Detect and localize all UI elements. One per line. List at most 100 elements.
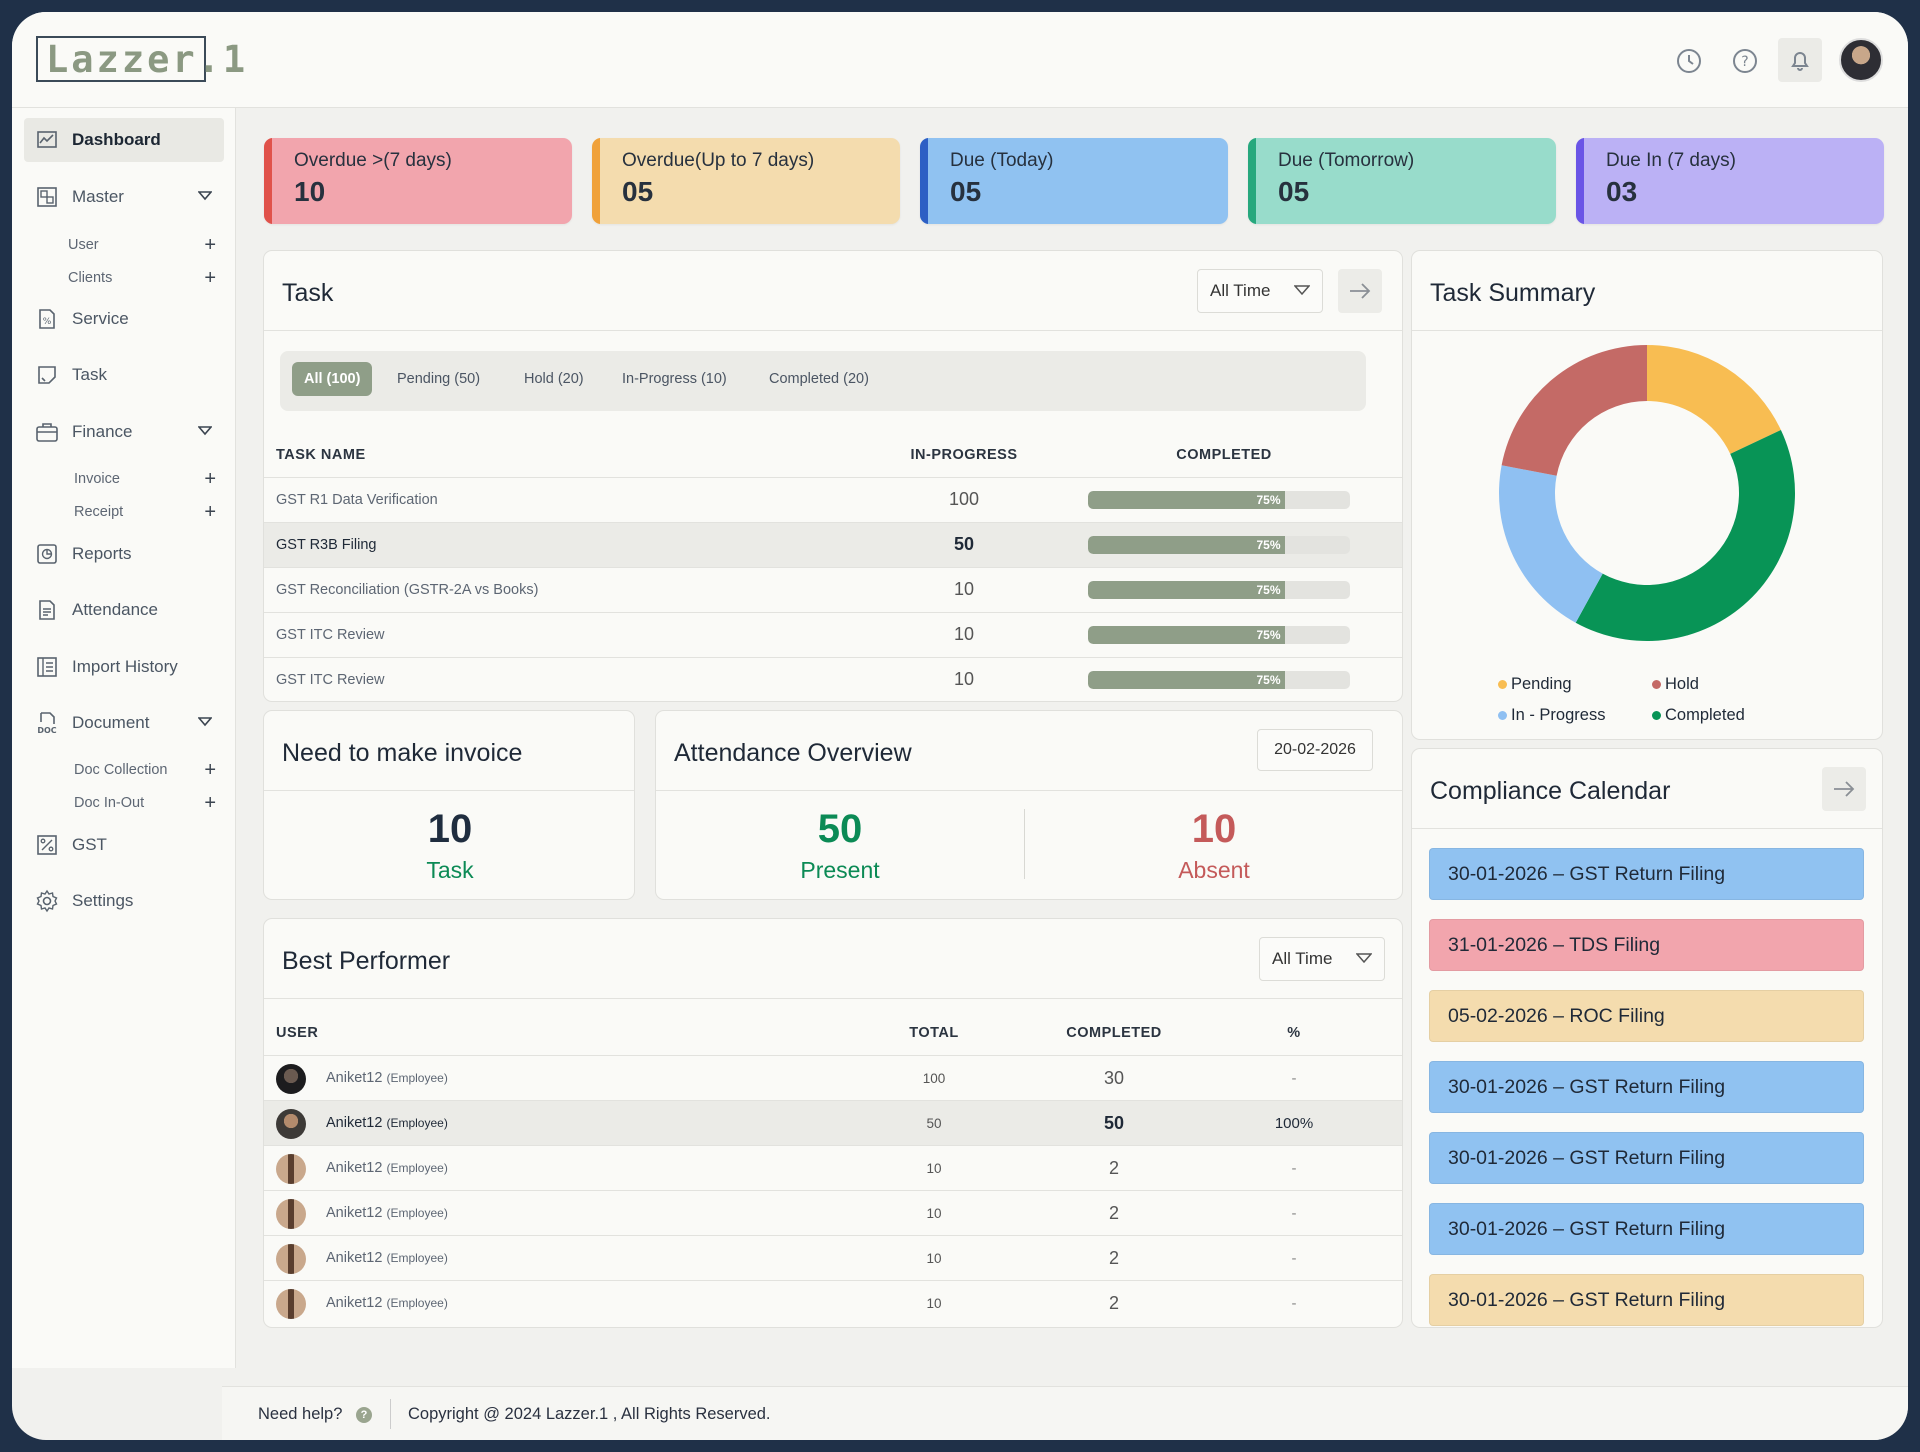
present-label: Present — [800, 857, 880, 883]
task-name: GST ITC Review — [276, 672, 385, 688]
table-row[interactable]: Aniket12 (Employee) 10 2 - — [264, 1280, 1402, 1325]
calendar-item[interactable]: 30-01-2026 – GST Return Filing — [1429, 1061, 1864, 1113]
clock-icon[interactable] — [1674, 46, 1704, 76]
task-tabs: All (100) Pending (50) Hold (20) In-Prog… — [280, 351, 1366, 411]
sidebar: Dashboard Master User + Clients + % Servic… — [12, 108, 236, 1368]
donut-slice-hold[interactable] — [1501, 345, 1647, 476]
tab-pending[interactable]: Pending (50) — [397, 371, 481, 387]
stat-card-due-today[interactable]: Due (Today) 05 — [920, 138, 1228, 224]
calendar-item[interactable]: 30-01-2026 – GST Return Filing — [1429, 1274, 1864, 1326]
progress-fill: 75% — [1088, 671, 1285, 689]
sidebar-subitem-user[interactable]: User + — [68, 234, 216, 256]
calendar-item[interactable]: 30-01-2026 – GST Return Filing — [1429, 1203, 1864, 1255]
tab-all[interactable]: All (100) — [292, 362, 373, 396]
progress-bar: 75% — [1088, 626, 1350, 644]
time-filter-dropdown[interactable]: All Time — [1197, 269, 1323, 313]
table-row[interactable]: Aniket12 (Employee) 10 2 - — [264, 1145, 1402, 1190]
progress-bar: 75% — [1088, 671, 1350, 689]
chevron-down-icon[interactable] — [198, 717, 212, 727]
chevron-down-icon[interactable] — [198, 191, 212, 201]
table-row[interactable]: GST ITC Review 10 75% — [264, 612, 1402, 657]
help-icon[interactable]: ? — [1730, 46, 1760, 76]
sidebar-subitem-receipt[interactable]: Receipt + — [74, 501, 216, 523]
stat-card-overdue-up-to-7[interactable]: Overdue(Up to 7 days) 05 — [592, 138, 900, 224]
svg-text:%: % — [43, 317, 52, 327]
bell-icon[interactable] — [1778, 38, 1822, 82]
dashboard-icon — [34, 127, 60, 153]
calendar-item[interactable]: 05-02-2026 – ROC Filing — [1429, 990, 1864, 1042]
donut-slice-pending[interactable] — [1647, 345, 1781, 454]
user-name: Aniket12 (Employee) — [326, 1070, 448, 1086]
table-row[interactable]: Aniket12 (Employee) 100 30 - — [264, 1055, 1402, 1100]
avatar — [276, 1064, 306, 1094]
table-row[interactable]: Aniket12 (Employee) 10 2 - — [264, 1190, 1402, 1235]
help-icon[interactable]: ? — [356, 1407, 372, 1423]
arrow-right-icon[interactable] — [1338, 269, 1382, 313]
task-name: GST ITC Review — [276, 627, 385, 643]
sidebar-item-settings[interactable]: Settings — [24, 879, 224, 923]
sidebar-subitem-doc-in-out[interactable]: Doc In-Out + — [74, 792, 216, 814]
help-link[interactable]: Need help? — [258, 1405, 343, 1423]
absent-count: 10 — [1191, 807, 1237, 851]
panel-title: Attendance Overview — [674, 739, 912, 767]
sidebar-item-gst[interactable]: GST — [24, 823, 224, 867]
calendar-item[interactable]: 30-01-2026 – GST Return Filing — [1429, 1132, 1864, 1184]
in-progress-count: 100 — [948, 489, 980, 509]
tab-hold[interactable]: Hold (20) — [524, 371, 584, 387]
sidebar-item-reports[interactable]: Reports — [24, 532, 224, 576]
donut-slice-completed[interactable] — [1575, 429, 1795, 641]
stat-card-due-tomorrow[interactable]: Due (Tomorrow) 05 — [1248, 138, 1556, 224]
table-row[interactable]: GST Reconciliation (GSTR-2A vs Books) 10 7… — [264, 567, 1402, 612]
sidebar-subitem-doc-collection[interactable]: Doc Collection + — [74, 759, 216, 781]
calendar-item[interactable]: 30-01-2026 – GST Return Filing — [1429, 848, 1864, 900]
stat-card-due-in-7[interactable]: Due In (7 days) 03 — [1576, 138, 1884, 224]
sidebar-item-master[interactable]: Master — [24, 175, 224, 219]
avatar — [276, 1199, 306, 1229]
sidebar-item-attendance[interactable]: Attendance — [24, 588, 224, 632]
progress-bar: 75% — [1088, 536, 1350, 554]
total-count: 100 — [922, 1071, 946, 1086]
plus-icon[interactable]: + — [204, 792, 216, 814]
logo[interactable]: Lazzer.1 — [36, 36, 245, 82]
sidebar-subitem-clients[interactable]: Clients + — [68, 267, 216, 289]
task-panel: Task All Time All (100) Pending (50) Hol… — [263, 250, 1403, 702]
completed-count: 30 — [1103, 1068, 1125, 1088]
service-icon: % — [34, 306, 60, 332]
sidebar-item-service[interactable]: % Service — [24, 297, 224, 341]
in-progress-count: 10 — [953, 624, 975, 644]
task-name: GST Reconciliation (GSTR-2A vs Books) — [276, 582, 539, 598]
date-picker[interactable]: 20-02-2026 — [1257, 729, 1373, 771]
progress-bar: 75% — [1088, 491, 1350, 509]
user-name: Aniket12 (Employee) — [326, 1115, 448, 1131]
chevron-down-icon[interactable] — [198, 426, 212, 436]
avatar[interactable] — [1839, 38, 1883, 82]
arrow-right-icon[interactable] — [1822, 767, 1866, 811]
time-filter-dropdown[interactable]: All Time — [1259, 937, 1385, 981]
stat-card-overdue-7-plus[interactable]: Overdue >(7 days) 10 — [264, 138, 572, 224]
sidebar-item-task[interactable]: Task — [24, 353, 224, 397]
donut-slice-in-progress[interactable] — [1499, 465, 1603, 623]
sidebar-item-import-history[interactable]: Import History — [24, 645, 224, 689]
table-row[interactable]: GST R1 Data Verification 100 75% — [264, 477, 1402, 522]
tab-in-progress[interactable]: In-Progress (10) — [622, 371, 727, 387]
table-row[interactable]: GST R3B Filing 50 75% — [264, 522, 1402, 567]
sidebar-item-finance[interactable]: Finance — [24, 410, 224, 454]
table-row[interactable]: GST ITC Review 10 75% — [264, 657, 1402, 701]
tab-completed[interactable]: Completed (20) — [769, 371, 869, 387]
legend-item: Pending — [1498, 675, 1572, 694]
plus-icon[interactable]: + — [204, 759, 216, 781]
plus-icon[interactable]: + — [204, 234, 216, 256]
sidebar-subitem-invoice[interactable]: Invoice + — [74, 468, 216, 490]
sidebar-item-document[interactable]: DOC Document — [24, 701, 224, 745]
donut-chart — [1499, 345, 1795, 641]
sidebar-item-dashboard[interactable]: Dashboard — [24, 118, 224, 162]
avatar — [276, 1244, 306, 1274]
table-row[interactable]: Aniket12 (Employee) 10 2 - — [264, 1235, 1402, 1280]
plus-icon[interactable]: + — [204, 468, 216, 490]
app-window: Lazzer.1 ? Dashboard Master User + Client… — [12, 12, 1908, 1440]
table-row[interactable]: Aniket12 (Employee) 50 50 100% — [264, 1100, 1402, 1145]
plus-icon[interactable]: + — [204, 501, 216, 523]
invoice-label: Task — [426, 857, 474, 883]
plus-icon[interactable]: + — [204, 267, 216, 289]
calendar-item[interactable]: 31-01-2026 – TDS Filing — [1429, 919, 1864, 971]
